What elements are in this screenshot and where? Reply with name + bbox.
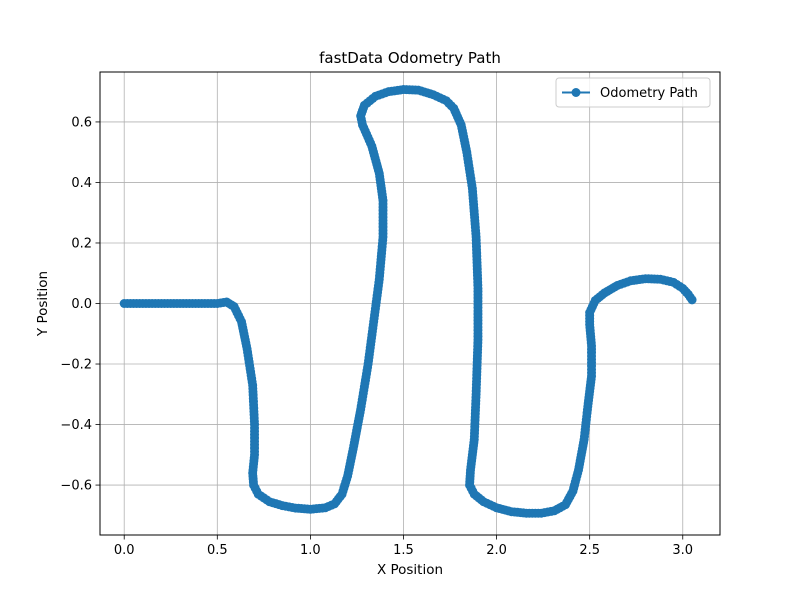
legend-marker-swatch	[571, 88, 581, 97]
ticks: 0.0 0.5 1.0 1.5 2.0 2.5 3.0 −0.6 −0.4 −0.2 0.0 0.2 0…	[60, 115, 693, 558]
y-tick-label: 0.4	[71, 176, 92, 191]
data-point	[687, 295, 697, 305]
plot-area	[119, 85, 697, 518]
legend-box	[555, 77, 711, 108]
y-axis-label: Y Position	[35, 271, 51, 337]
y-tick-label: −0.2	[60, 358, 92, 373]
legend-label: Odometry Path	[600, 86, 698, 101]
y-tick-label: 0.6	[71, 115, 92, 130]
grid	[100, 72, 720, 535]
x-tick-label: 0.0	[114, 543, 135, 558]
x-tick-label: 3.0	[672, 543, 693, 558]
y-tick-label: −0.6	[60, 479, 92, 494]
x-tick-label: 1.5	[393, 543, 414, 558]
y-tick-label: 0.2	[71, 236, 92, 251]
x-tick-label: 2.0	[486, 543, 507, 558]
chart-title: fastData Odometry Path	[319, 49, 501, 67]
x-tick-label: 1.0	[300, 543, 321, 558]
legend: Odometry Path	[555, 77, 711, 108]
x-axis-label: X Position	[377, 562, 443, 578]
y-tick-label: −0.4	[60, 418, 92, 433]
y-tick-label: 0.0	[71, 297, 92, 312]
x-tick-label: 2.5	[579, 543, 600, 558]
x-tick-label: 0.5	[207, 543, 228, 558]
